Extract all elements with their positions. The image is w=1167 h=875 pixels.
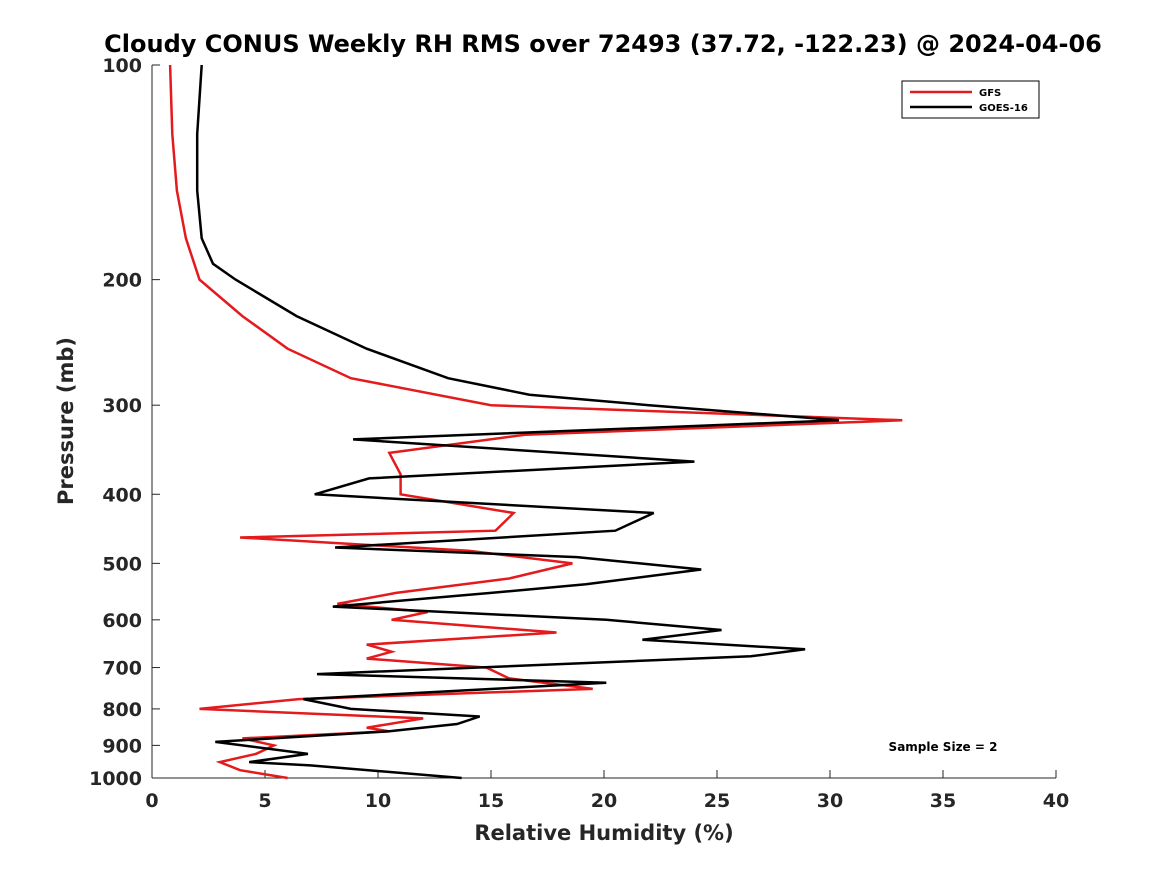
y-ticks: 100 200 300 400 500 600 700 800 900 1000 [89, 55, 160, 790]
x-tick-label: 10 [365, 790, 391, 812]
y-tick-label: 600 [102, 610, 142, 632]
x-tick-label: 20 [591, 790, 617, 812]
y-tick-label: 500 [102, 553, 142, 575]
legend: GFS GOES-16 [901, 80, 1040, 119]
x-tick-label: 35 [930, 790, 956, 812]
series-line-gfs [168, 64, 903, 780]
x-ticks: 0 5 10 15 20 25 30 35 40 [145, 770, 1069, 812]
y-tick-label: 1000 [89, 768, 142, 790]
x-tick-label: 25 [704, 790, 730, 812]
y-tick-label: 800 [102, 699, 142, 721]
x-tick-label: 40 [1043, 790, 1069, 812]
x-tick-label: 0 [145, 790, 158, 812]
x-tick-label: 30 [817, 790, 843, 812]
y-tick-label: 300 [102, 395, 142, 417]
legend-label-goes-16: GOES-16 [979, 103, 1028, 114]
y-tick-label: 100 [102, 55, 142, 77]
chart-title: Cloudy CONUS Weekly RH RMS over 72493 (3… [104, 30, 1102, 58]
legend-label-gfs: GFS [979, 88, 1001, 99]
plot-background [152, 65, 1056, 778]
x-tick-label: 5 [258, 790, 271, 812]
x-axis-label: Relative Humidity (%) [474, 821, 733, 845]
y-tick-label: 700 [102, 658, 142, 680]
series-line-goes-16 [195, 64, 840, 780]
y-tick-label: 200 [102, 270, 142, 292]
y-axis-label: Pressure (mb) [54, 337, 78, 505]
sample-size-annotation: Sample Size = 2 [889, 740, 998, 754]
plot-area: 0 5 10 15 20 25 30 35 40 100 200 300 400 500 600 700 80… [89, 55, 1069, 812]
series-lines [168, 64, 903, 780]
x-tick-label: 15 [478, 790, 504, 812]
y-tick-label: 400 [102, 484, 142, 506]
legend-box [901, 80, 1040, 119]
y-tick-label: 900 [102, 735, 142, 757]
